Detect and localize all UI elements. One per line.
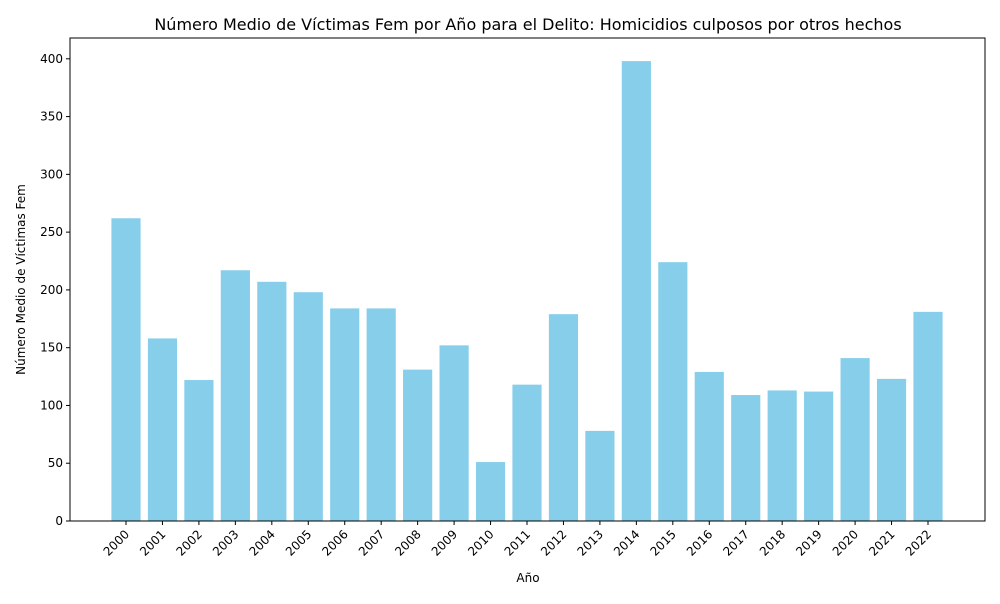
bar-2014 [621, 61, 651, 521]
x-tick-label: 2003 [210, 527, 241, 558]
y-tick-label: 400 [40, 52, 63, 66]
y-tick-label: 200 [40, 283, 63, 297]
x-tick-label: 2020 [830, 527, 861, 558]
bars-group [111, 61, 943, 522]
y-tick-label: 350 [40, 110, 63, 124]
x-tick-label: 2014 [611, 527, 642, 558]
bar-2022 [913, 311, 943, 521]
bar-2018 [767, 390, 797, 521]
x-tick-label: 2001 [137, 527, 168, 558]
x-tick-label: 2016 [684, 527, 715, 558]
bar-2008 [403, 369, 433, 521]
x-tick-label: 2008 [392, 527, 423, 558]
x-tick-label: 2015 [647, 527, 678, 558]
bar-2015 [658, 262, 688, 521]
bar-2021 [876, 378, 907, 521]
bar-2009 [439, 345, 469, 521]
bar-2001 [147, 338, 178, 521]
bar-2017 [731, 395, 761, 521]
x-tick-label: 2013 [575, 527, 606, 558]
x-tick-label: 2012 [538, 527, 569, 558]
x-tick-label: 2007 [356, 527, 387, 558]
y-tick-label: 50 [48, 456, 63, 470]
plot-frame [69, 37, 986, 522]
x-tick-label: 2005 [283, 527, 314, 558]
y-tick-label: 100 [40, 398, 63, 412]
x-tick-label: 2010 [465, 527, 496, 558]
x-tick-label: 2009 [429, 527, 460, 558]
x-tick-label: 2006 [319, 527, 350, 558]
bar-2020 [840, 358, 870, 521]
x-tick-label: 2004 [246, 527, 277, 558]
bar-2013 [585, 430, 615, 521]
x-tick-label: 2019 [793, 527, 824, 558]
x-tick-label: 2000 [101, 527, 132, 558]
x-axis: 2000 2001 2002 2003 2004 2005 2006 2007 2008 2009… [101, 521, 934, 559]
bar-2016 [694, 371, 724, 521]
x-tick-label: 2017 [720, 527, 751, 558]
y-tick-label: 150 [40, 341, 63, 355]
bar-2019 [804, 391, 834, 521]
bar-2005 [293, 292, 323, 521]
x-tick-label: 2018 [757, 527, 788, 558]
x-tick-label: 2011 [502, 527, 533, 558]
x-tick-label: 2002 [174, 527, 205, 558]
y-tick-label: 0 [55, 514, 63, 528]
y-tick-label: 300 [40, 167, 63, 181]
bar-2002 [184, 380, 214, 521]
bar-2004 [257, 281, 287, 521]
y-axis-label: Número Medio de Víctimas Fem [14, 184, 28, 375]
bar-2010 [475, 462, 506, 521]
y-axis: 0 50 100 150 200 250 300 350 400 [40, 52, 70, 528]
chart-title: Número Medio de Víctimas Fem por Año par… [154, 15, 901, 34]
bar-2007 [366, 308, 396, 521]
x-tick-label: 2022 [903, 527, 934, 558]
x-axis-label: Año [516, 571, 539, 585]
bar-2012 [548, 314, 579, 521]
bar-2006 [330, 308, 360, 521]
y-tick-label: 250 [40, 225, 63, 239]
bar-2003 [220, 270, 250, 521]
bar-2011 [512, 384, 542, 521]
x-tick-label: 2021 [866, 527, 897, 558]
bar-2000 [111, 218, 141, 522]
